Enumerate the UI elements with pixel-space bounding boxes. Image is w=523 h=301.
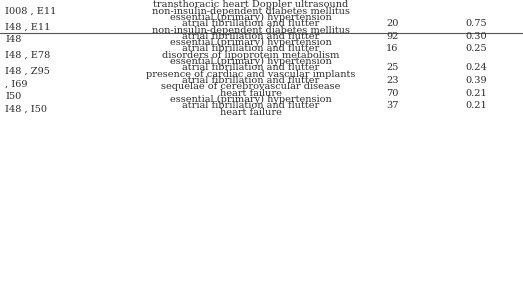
- Text: 25: 25: [386, 64, 399, 73]
- Text: I48 , E11: I48 , E11: [5, 22, 51, 31]
- Text: I48 , Z95: I48 , Z95: [5, 67, 50, 76]
- Text: sequelae of cerebrovascular disease: sequelae of cerebrovascular disease: [162, 82, 340, 91]
- Text: 23: 23: [386, 76, 399, 85]
- Text: disorders of lipoprotein metabolism: disorders of lipoprotein metabolism: [162, 51, 340, 60]
- Text: I48 , E78: I48 , E78: [5, 51, 51, 60]
- Text: 16: 16: [386, 45, 399, 54]
- Text: 0.24: 0.24: [465, 64, 487, 73]
- Text: 92: 92: [386, 32, 399, 41]
- Text: 0.30: 0.30: [465, 32, 487, 41]
- Text: atrial fibrillation and flutter: atrial fibrillation and flutter: [183, 64, 320, 73]
- Text: 0.21: 0.21: [465, 89, 487, 98]
- Text: essential (primary) hypertension: essential (primary) hypertension: [170, 38, 332, 47]
- Text: essential (primary) hypertension: essential (primary) hypertension: [170, 13, 332, 22]
- Text: heart failure: heart failure: [220, 89, 282, 98]
- Text: atrial fibrillation and flutter: atrial fibrillation and flutter: [183, 76, 320, 85]
- Text: 20: 20: [386, 19, 399, 28]
- Text: heart failure: heart failure: [220, 107, 282, 116]
- Text: 0.21: 0.21: [465, 101, 487, 110]
- Text: non-insulin-dependent diabetes mellitus: non-insulin-dependent diabetes mellitus: [152, 26, 350, 35]
- Text: 0.25: 0.25: [465, 45, 487, 54]
- Text: , I69: , I69: [5, 79, 28, 88]
- Text: I48 , I50: I48 , I50: [5, 104, 47, 113]
- Text: non-insulin-dependent diabetes mellitus: non-insulin-dependent diabetes mellitus: [152, 7, 350, 16]
- Text: essential (primary) hypertension: essential (primary) hypertension: [170, 57, 332, 66]
- Text: 0.39: 0.39: [465, 76, 487, 85]
- Text: I008 , E11: I008 , E11: [5, 7, 56, 16]
- Text: atrial fibrillation and flutter: atrial fibrillation and flutter: [183, 101, 320, 110]
- Text: 37: 37: [386, 101, 399, 110]
- Text: atrial fibrillation and flutter: atrial fibrillation and flutter: [183, 19, 320, 28]
- Text: I48: I48: [5, 35, 21, 44]
- Text: atrial fibrillation and flutter: atrial fibrillation and flutter: [183, 45, 320, 54]
- Text: 0.75: 0.75: [465, 19, 487, 28]
- Text: presence of cardiac and vascular implants: presence of cardiac and vascular implant…: [146, 70, 356, 79]
- Text: atrial fibrillation and flutter: atrial fibrillation and flutter: [183, 32, 320, 41]
- Text: transthoracic heart Doppler ultrasound: transthoracic heart Doppler ultrasound: [153, 0, 349, 9]
- Text: essential (primary) hypertension: essential (primary) hypertension: [170, 95, 332, 104]
- Text: 70: 70: [386, 89, 399, 98]
- Text: I50: I50: [5, 92, 21, 101]
